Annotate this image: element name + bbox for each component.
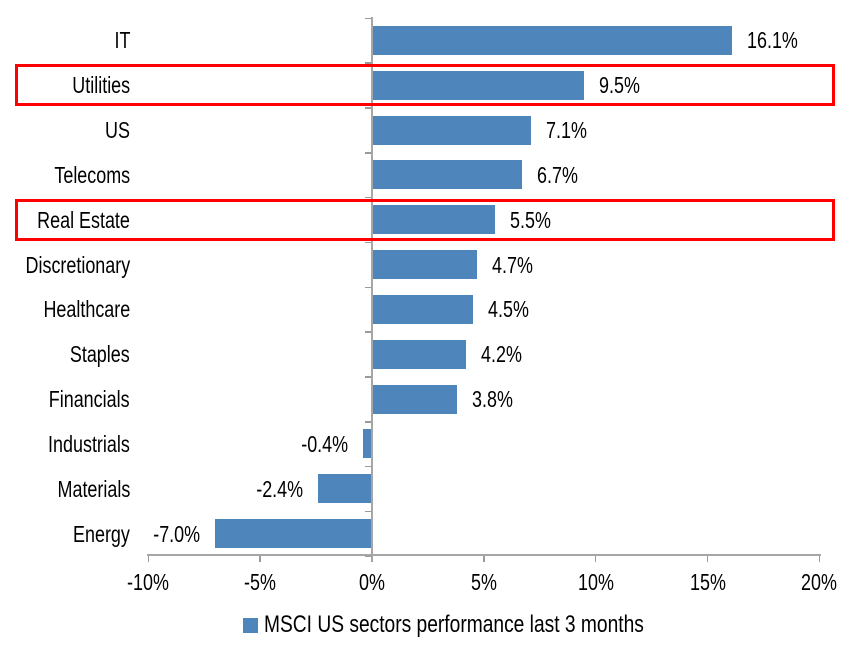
data-label-financials: 3.8% — [471, 386, 513, 413]
category-label-telecoms: Telecoms — [54, 161, 130, 188]
bar-energy — [215, 519, 372, 549]
bar-telecoms — [372, 160, 522, 190]
data-label-healthcare: 4.5% — [487, 296, 529, 323]
category-axis-tick — [365, 421, 372, 423]
value-axis-tick-label: 20% — [801, 569, 838, 595]
category-label-it: IT — [114, 27, 130, 54]
category-axis-tick — [365, 196, 372, 199]
category-axis-tick — [365, 286, 372, 288]
legend-series-swatch — [243, 618, 258, 633]
data-label-materials: -2.4% — [256, 475, 304, 502]
bar-materials — [318, 474, 372, 504]
category-label-materials: Materials — [57, 475, 130, 502]
value-axis-tick-label: 10% — [577, 569, 614, 595]
category-axis-tick — [365, 152, 372, 154]
category-axis-tick — [365, 376, 372, 378]
bar-discretionary — [372, 250, 478, 280]
category-axis-tick — [365, 241, 372, 244]
value-axis-tick — [706, 555, 709, 562]
value-axis-line — [147, 554, 821, 556]
data-label-real-estate: 5.5% — [510, 206, 551, 233]
value-axis-tick-label: -10% — [127, 569, 170, 595]
category-axis-tick — [365, 331, 372, 333]
data-label-discretionary: 4.7% — [492, 251, 534, 278]
bar-it — [372, 25, 733, 55]
value-axis-tick-label: 0% — [359, 569, 385, 595]
category-axis-tick — [365, 107, 372, 109]
bar-healthcare — [372, 294, 473, 324]
category-axis-tick — [365, 17, 372, 19]
category-label-real-estate: Real Estate — [37, 206, 130, 233]
highlight-box-real-estate — [15, 198, 835, 241]
data-label-energy: -7.0% — [153, 520, 201, 547]
value-axis-tick — [818, 555, 821, 562]
data-label-telecoms: 6.7% — [536, 161, 578, 188]
category-label-energy: Energy — [73, 520, 130, 547]
bar-us — [372, 115, 531, 145]
bar-real-estate — [372, 205, 496, 235]
value-axis-tick-label: 5% — [470, 569, 497, 595]
highlight-box-utilities — [15, 64, 835, 107]
data-label-utilities: 9.5% — [599, 72, 641, 99]
category-label-discretionary: Discretionary — [25, 251, 130, 278]
chart-legend: MSCI US sectors performance last 3 month… — [0, 608, 852, 642]
value-axis-tick — [594, 555, 597, 562]
bar-industrials — [363, 429, 372, 459]
bar-financials — [372, 384, 457, 414]
category-axis-tick — [365, 465, 372, 468]
value-axis-tick — [147, 555, 150, 562]
category-label-utilities: Utilities — [72, 72, 130, 99]
category-label-us: US — [105, 117, 130, 144]
bar-utilities — [372, 70, 585, 100]
value-axis-tick-label: 15% — [689, 569, 726, 595]
data-label-us: 7.1% — [545, 117, 587, 144]
category-axis-line — [371, 17, 373, 561]
bar-staples — [372, 339, 466, 369]
data-label-it: 16.1% — [747, 27, 798, 54]
category-axis-tick — [365, 510, 372, 513]
category-label-financials: Financials — [49, 386, 130, 413]
category-label-staples: Staples — [70, 341, 130, 368]
legend-series-label: MSCI US sectors performance last 3 month… — [264, 611, 644, 638]
data-label-industrials: -0.4% — [301, 430, 349, 457]
category-label-industrials: Industrials — [48, 430, 130, 457]
value-axis-tick — [483, 555, 485, 562]
value-axis-tick — [259, 555, 261, 562]
category-axis-tick — [365, 62, 372, 64]
data-label-staples: 4.2% — [480, 341, 522, 368]
category-label-healthcare: Healthcare — [43, 296, 130, 323]
value-axis-tick-label: -5% — [244, 569, 277, 595]
